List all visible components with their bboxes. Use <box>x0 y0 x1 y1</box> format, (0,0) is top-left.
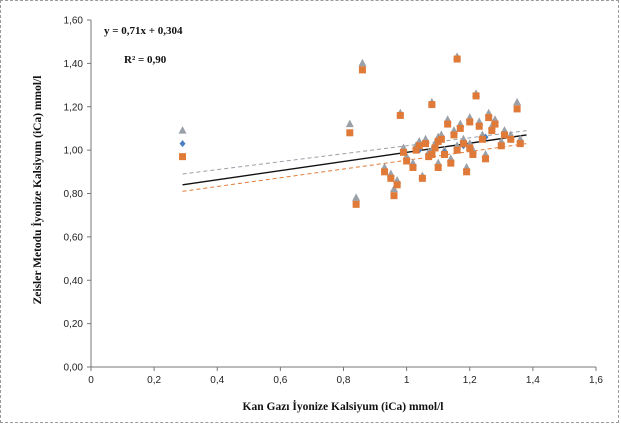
square-point <box>352 200 360 208</box>
square-point <box>415 142 423 150</box>
r-squared-label: R² = 0,90 <box>124 54 167 66</box>
square-point <box>431 144 439 152</box>
tick-labels: 0 0,2 0,4 0,6 0,8 1 1,2 1,4 1,6 0,00 0,20 0,40 0,60 0… <box>64 16 604 387</box>
x-tick-label: 1,2 <box>463 375 477 386</box>
square-point <box>488 127 496 135</box>
y-tick-label: 1,60 <box>64 16 84 27</box>
square-point <box>390 192 398 200</box>
x-axis-label: Kan Gazı İyonize Kalsiyum (iCa) mmol/l <box>243 399 444 413</box>
square-point <box>381 168 389 176</box>
axes <box>87 19 597 371</box>
square-point <box>497 142 505 150</box>
square-point <box>466 118 474 126</box>
square-point <box>466 144 474 152</box>
square-point <box>450 131 458 139</box>
y-tick-label: 1,00 <box>64 146 84 157</box>
x-tick-label: 0,8 <box>337 375 351 386</box>
y-tick-label: 1,20 <box>64 102 84 113</box>
square-point <box>396 111 404 119</box>
square-point <box>453 55 461 63</box>
square-point <box>399 148 407 156</box>
square-point <box>491 120 499 128</box>
square-point <box>500 131 508 139</box>
triangle-point <box>358 58 367 67</box>
x-tick-label: 1 <box>404 375 410 386</box>
triangle-point <box>178 126 187 134</box>
square-point <box>469 150 477 158</box>
square-point <box>409 163 417 171</box>
square-point <box>422 140 430 148</box>
square-point <box>444 120 452 128</box>
square-point <box>459 140 467 148</box>
square-point <box>387 174 395 182</box>
square-point <box>456 124 464 132</box>
square-point <box>437 135 445 143</box>
y-axis-label: Zeisler Metodu İyonize Kalsiyum (iCa) mm… <box>30 76 44 305</box>
regression-equation: y = 0,71x + 0,304 <box>104 25 183 37</box>
y-tick-label: 0,80 <box>64 189 84 200</box>
square-point <box>434 163 442 171</box>
square-point <box>441 150 448 158</box>
square-point <box>472 92 480 100</box>
square-point <box>428 101 436 109</box>
square-point <box>478 135 486 143</box>
diamond-point <box>179 140 186 148</box>
square-point <box>516 140 524 148</box>
triangle-point <box>352 193 361 201</box>
square-point <box>358 66 366 74</box>
square-point <box>179 153 187 161</box>
x-tick-label: 0 <box>88 375 94 386</box>
y-tick-label: 0,60 <box>64 232 84 243</box>
y-tick-label: 0,00 <box>64 363 84 374</box>
x-tick-label: 0,6 <box>273 375 287 386</box>
triangle-point <box>390 184 398 193</box>
x-tick-label: 1,4 <box>526 375 540 386</box>
square-point <box>403 157 411 165</box>
triangle-point <box>345 119 354 128</box>
square-point <box>485 114 493 122</box>
confidence-line <box>182 130 527 175</box>
square-point <box>463 168 471 176</box>
square-point <box>428 150 436 158</box>
y-tick-label: 0,40 <box>64 276 84 287</box>
square-point <box>418 174 426 182</box>
x-tick-label: 0,2 <box>147 375 161 386</box>
square-point <box>513 105 521 113</box>
square-point <box>507 135 515 143</box>
y-tick-label: 1,40 <box>64 59 84 70</box>
square-point <box>475 122 483 130</box>
confidence-line <box>182 143 527 192</box>
y-tick-label: 0,20 <box>64 319 84 330</box>
data-points <box>178 52 525 208</box>
square-point <box>346 129 354 137</box>
regression-line <box>182 134 527 186</box>
square-point <box>412 146 420 154</box>
square-point <box>482 155 490 163</box>
x-tick-label: 0,4 <box>210 375 224 386</box>
triangle-point <box>513 97 522 106</box>
square-point <box>393 181 401 189</box>
trendlines <box>182 130 527 192</box>
square-point <box>453 146 461 154</box>
x-tick-label: 1,6 <box>589 375 603 386</box>
square-point <box>447 159 455 167</box>
